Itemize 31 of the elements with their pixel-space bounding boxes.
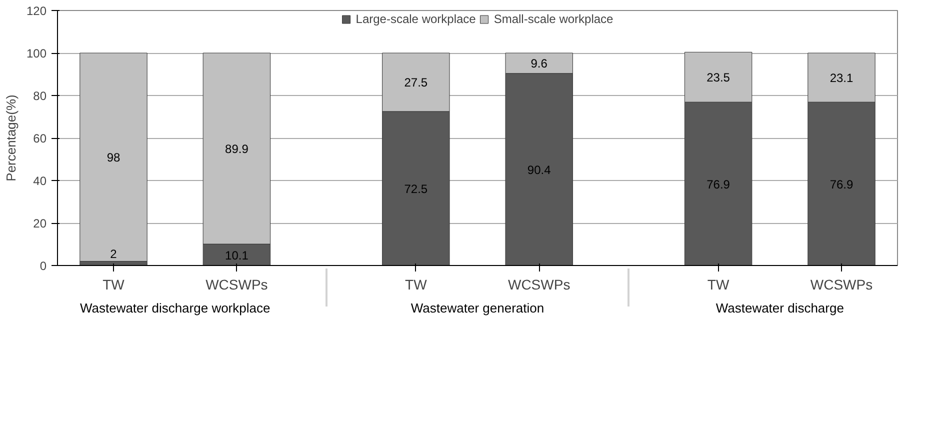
data-label: 98 bbox=[106, 150, 120, 165]
y-tick-label: 60 bbox=[33, 132, 47, 146]
x-tick-label: TW bbox=[405, 276, 428, 292]
x-tick-label: WCSWPs bbox=[508, 276, 570, 292]
data-label: 76.9 bbox=[706, 177, 730, 192]
data-label: 27.5 bbox=[404, 76, 428, 90]
x-tick-label: TW bbox=[707, 276, 730, 292]
data-label: 9.6 bbox=[530, 56, 548, 71]
x-tick-label: TW bbox=[102, 276, 126, 292]
text: Wastewater discharge bbox=[716, 300, 844, 316]
data-label: 76.9 bbox=[830, 177, 854, 192]
y-tick-label: 80 bbox=[33, 89, 47, 103]
data-label: 23.1 bbox=[830, 71, 854, 86]
legend-label: Large-scale workplace bbox=[356, 12, 476, 26]
x-tick-label: WCSWPs bbox=[810, 276, 873, 292]
x-tick-label: WCSWPs bbox=[206, 276, 268, 292]
y-tick-label: 0 bbox=[40, 259, 47, 273]
data-label: 72.5 bbox=[404, 182, 428, 196]
y-axis-title: Percentage(%) bbox=[3, 94, 18, 182]
data-label: 89.9 bbox=[225, 142, 249, 156]
data-label: 2 bbox=[110, 247, 118, 262]
data-label: 90.4 bbox=[527, 162, 552, 177]
text: Wastewater discharge workplace bbox=[80, 300, 270, 316]
data-label: 10.1 bbox=[225, 248, 249, 262]
y-tick-label: 120 bbox=[26, 4, 47, 18]
y-tick-label: 40 bbox=[33, 174, 47, 188]
text: Wastewater generation bbox=[410, 300, 544, 316]
legend-label: Small-scale workplace bbox=[494, 12, 614, 26]
y-tick-label: 100 bbox=[26, 46, 47, 60]
y-tick-label: 20 bbox=[33, 216, 47, 230]
data-label: 23.5 bbox=[706, 70, 730, 85]
